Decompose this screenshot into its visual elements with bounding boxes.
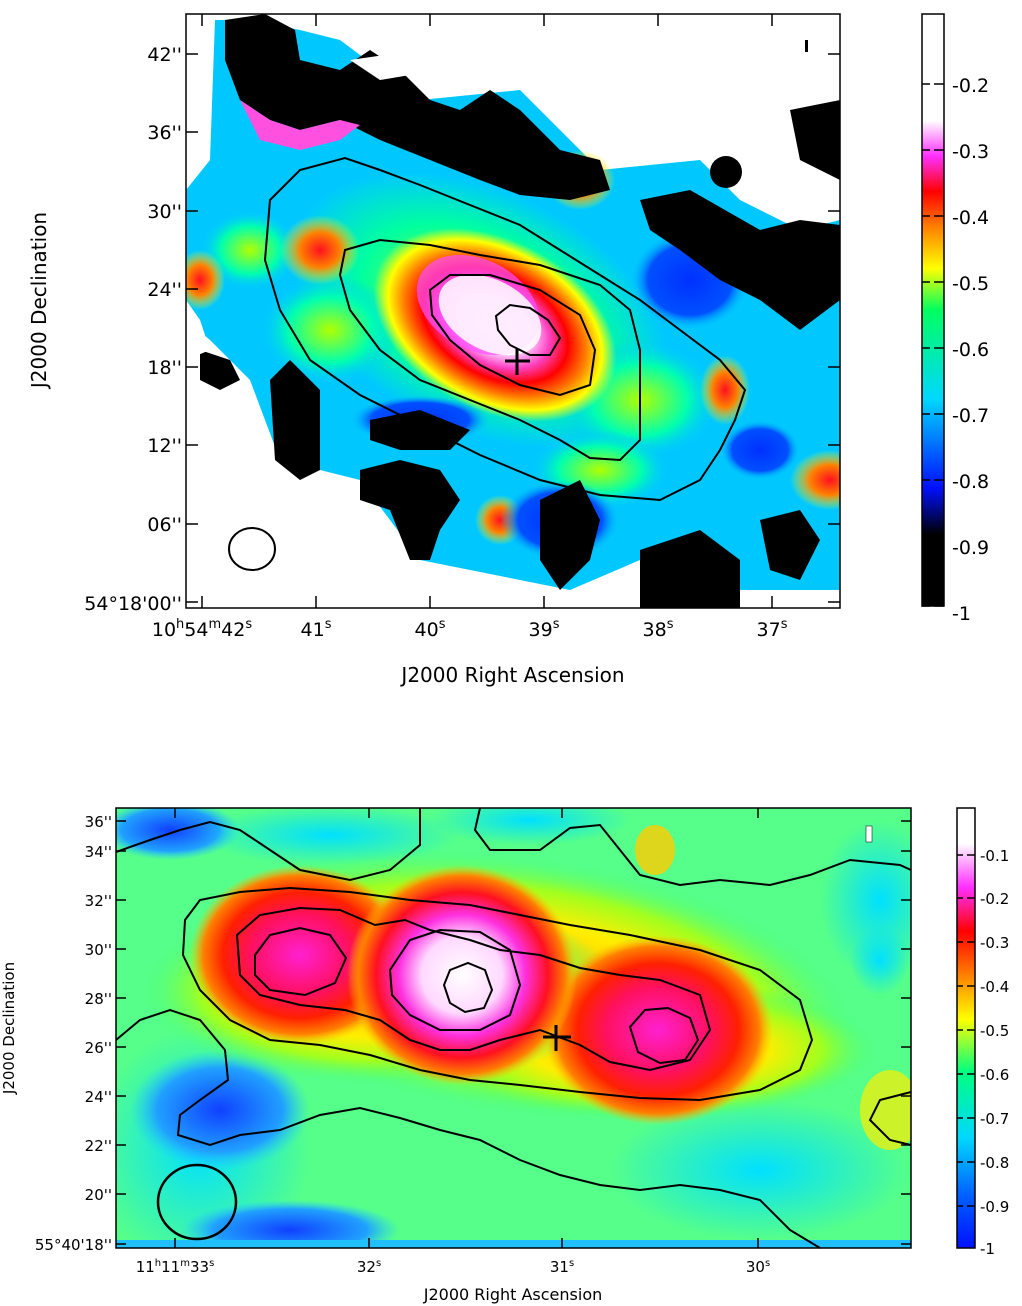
bottom-colorbar-label: -0.8 <box>980 1154 1009 1172</box>
bottom-contour-level-1b <box>473 807 912 887</box>
bottom-ytick-label: 28'' <box>85 990 112 1008</box>
bottom-xtick-label: 32s <box>357 1258 381 1276</box>
top-xaxis-label: J2000 Right Ascension <box>399 663 624 687</box>
top-colorbar-label: -0.9 <box>952 537 989 559</box>
bottom-xaxis-label: J2000 Right Ascension <box>423 1285 603 1304</box>
bottom-ytick-label: 20'' <box>85 1186 112 1204</box>
bottom-colorbar-label: -0.7 <box>980 1110 1009 1128</box>
bottom-contour-level-2 <box>181 886 814 1102</box>
bottom-contour-level-4b <box>628 1006 700 1065</box>
bottom-ytick-label: 22'' <box>85 1137 112 1155</box>
top-cross-marker <box>505 349 530 375</box>
bottom-corner-marker <box>865 825 873 843</box>
top-contour-level-4 <box>494 303 562 356</box>
bottom-ytick-label: 34'' <box>85 843 112 861</box>
top-colorbar-label: -0.2 <box>952 75 989 97</box>
bottom-yaxis-label: J2000 Declination <box>0 962 18 1095</box>
bottom-colorbar-ticks <box>957 854 975 1207</box>
bottom-cross-marker <box>543 1025 571 1051</box>
bottom-contour-level-1 <box>115 808 421 882</box>
bottom-xtick-label: 30s <box>746 1258 770 1276</box>
top-xtick-label-first: 10h54m42s <box>152 617 252 641</box>
top-colorbar-label: -0.8 <box>952 471 989 493</box>
top-colorbar-label: -0.4 <box>952 207 989 229</box>
top-contours <box>263 156 747 502</box>
bottom-plot-frame <box>115 807 912 1249</box>
bottom-contour-level-1d <box>868 1091 912 1146</box>
top-ytick-label: 12'' <box>147 435 182 457</box>
top-ytick-label: 42'' <box>147 44 182 66</box>
top-xtick-label: 41s <box>301 617 332 641</box>
bottom-contour-level-3 <box>235 906 712 1072</box>
bottom-beam-ellipse <box>156 1163 238 1241</box>
top-xtick-label: 40s <box>415 617 446 641</box>
top-colorbar-label: -0.5 <box>952 273 989 295</box>
bottom-colorbar <box>956 807 976 1249</box>
bottom-contour-level-4c <box>388 928 522 1031</box>
bottom-contour-level-4a <box>254 926 348 997</box>
top-contour-level-2 <box>338 238 641 462</box>
bottom-ytick-label: 55°40'18'' <box>35 1236 112 1254</box>
top-ytick-label: 06'' <box>147 514 182 536</box>
bottom-contour-level-1c <box>115 1008 821 1249</box>
bottom-colorbar-label: -0.4 <box>980 978 1009 996</box>
top-colorbar-label: -0.7 <box>952 405 989 427</box>
bottom-colorbar-label: -0.6 <box>980 1066 1009 1084</box>
bottom-colorbar-label: -0.2 <box>980 890 1009 908</box>
bottom-colorbar-label: -0.9 <box>980 1198 1009 1216</box>
top-xtick-label: 38s <box>643 617 674 641</box>
top-ytick-label: 36'' <box>147 122 182 144</box>
bottom-contours <box>115 807 912 1249</box>
top-xtick-label: 39s <box>529 617 560 641</box>
top-ytick-label: 54°18'00'' <box>84 593 182 615</box>
top-ytick-label: 24'' <box>147 279 182 301</box>
top-tick-marks <box>186 14 840 608</box>
bottom-colorbar-label: -0.5 <box>980 1022 1009 1040</box>
bottom-xtick-label-first: 11h11m33s <box>136 1258 215 1276</box>
top-colorbar-label: -0.6 <box>952 339 989 361</box>
top-ytick-label: 18'' <box>147 357 182 379</box>
top-corner-marker <box>805 40 808 52</box>
bottom-ytick-label: 26'' <box>85 1039 112 1057</box>
bottom-colorbar-label: -0.1 <box>980 847 1009 865</box>
bottom-contour-level-5 <box>442 961 494 1014</box>
top-colorbar-label: -1 <box>952 603 971 625</box>
bottom-colorbar-label: -1 <box>980 1240 995 1258</box>
top-ytick-label: 30'' <box>147 201 182 223</box>
top-contour-level-1 <box>263 156 747 502</box>
bottom-ytick-label: 24'' <box>85 1088 112 1106</box>
top-yaxis-label: J2000 Declination <box>27 212 51 390</box>
top-colorbar-label: -0.3 <box>952 141 989 163</box>
bottom-ytick-label: 30'' <box>85 941 112 959</box>
top-contour-level-3 <box>428 274 597 397</box>
bottom-tick-marks <box>116 808 911 1248</box>
bottom-colorbar-label: -0.3 <box>980 934 1009 952</box>
bottom-xtick-label: 31s <box>550 1258 574 1276</box>
top-heatmap <box>186 14 840 608</box>
top-plot-frame <box>185 13 841 609</box>
top-masked-black-regions <box>200 14 840 608</box>
top-chart: 54°18'00'' 06'' 12'' 18'' 24'' 30'' 36''… <box>27 13 989 687</box>
top-xtick-label: 37s <box>757 617 788 641</box>
top-beam-ellipse <box>228 527 276 571</box>
bottom-ytick-label: 36'' <box>85 813 112 831</box>
top-colorbar <box>921 13 945 607</box>
bottom-ytick-label: 32'' <box>85 892 112 910</box>
top-colorbar-ticks <box>922 83 944 607</box>
bottom-heatmap <box>116 808 911 1248</box>
